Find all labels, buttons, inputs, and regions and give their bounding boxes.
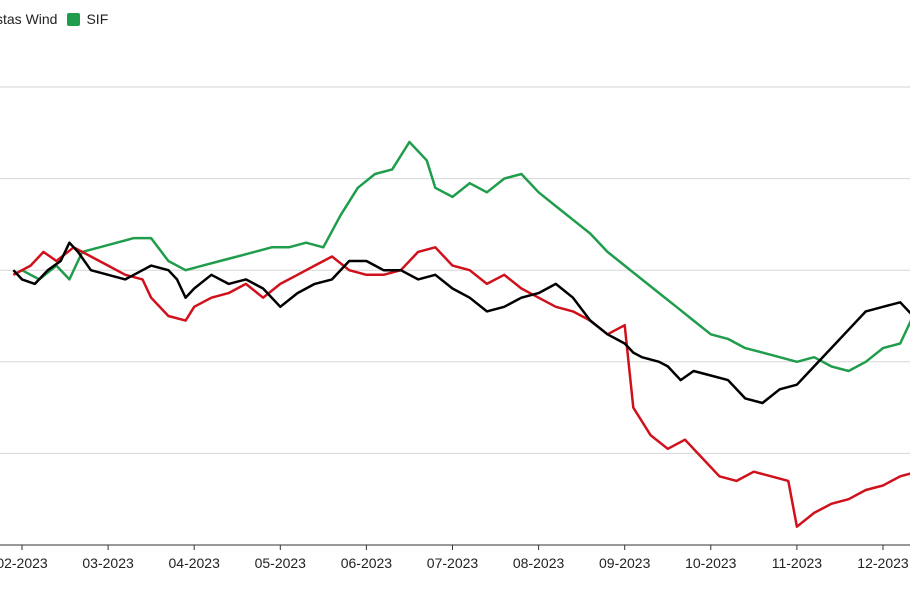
x-tick-label: 12-2023: [857, 555, 909, 571]
legend-label-sif: SIF: [86, 11, 109, 27]
x-tick-label: 11-2023: [772, 555, 823, 571]
series-line-vestas-wind: [12, 241, 910, 405]
legend-label-vestas: stas Wind: [0, 11, 58, 27]
x-tick-label: 07-2023: [427, 555, 479, 571]
x-tick-label: 09-2023: [599, 555, 651, 571]
x-tick-label: 05-2023: [255, 555, 307, 571]
legend-item-sif[interactable]: SIF: [67, 11, 108, 27]
x-tick-label: 03-2023: [82, 555, 134, 571]
x-tick-label: 10-2023: [685, 555, 737, 571]
legend-swatch-sif: [67, 12, 81, 26]
legend: stas Wind SIF: [0, 9, 118, 29]
x-tick-label: 06-2023: [341, 555, 393, 571]
legend-item-vestas[interactable]: stas Wind: [0, 11, 57, 27]
series-line-sif: [12, 140, 910, 373]
series-line-red: [12, 246, 910, 528]
x-tick-label: 02-2023: [0, 555, 48, 571]
x-tick-label: 08-2023: [513, 555, 565, 571]
x-tick-label: 04-2023: [169, 555, 221, 571]
